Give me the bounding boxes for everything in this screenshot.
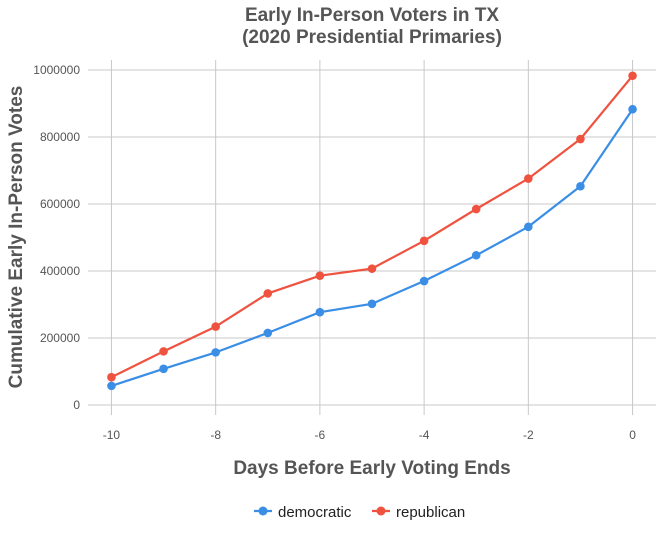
chart-title-line-2: (2020 Presidential Primaries)	[242, 27, 502, 48]
data-point-democratic	[315, 307, 325, 317]
x-tick-label: -6	[315, 428, 326, 442]
chart-title-line-1: Early In-Person Voters in TX	[245, 5, 499, 26]
legend-key-marker	[258, 506, 268, 516]
data-point-republican	[524, 174, 533, 183]
y-axis-title: Cumulative Early In-Person Votes	[6, 86, 27, 389]
data-point-democratic	[524, 222, 533, 232]
data-point-democratic	[471, 250, 481, 260]
y-tick-label: 1000000	[33, 63, 80, 77]
x-tick-label: -10	[103, 428, 121, 442]
data-point-democratic	[159, 364, 168, 374]
legend-label-republican: republican	[396, 504, 465, 521]
x-tick-label: -4	[419, 428, 430, 442]
series-line-democratic	[111, 108, 634, 387]
data-point-democratic	[367, 299, 377, 309]
legend-label-democratic: democratic	[278, 504, 352, 521]
legend: democratic republican	[254, 504, 465, 521]
data-point-republican	[628, 71, 637, 81]
series-line-republican	[110, 75, 634, 379]
y-tick-label: 600000	[40, 197, 80, 211]
data-point-republican	[576, 134, 585, 144]
y-tick-label: 0	[73, 398, 80, 412]
data-point-republican	[471, 204, 481, 214]
data-point-democratic	[107, 381, 116, 391]
data-point-republican	[419, 236, 429, 246]
data-point-democratic	[211, 348, 220, 357]
data-point-republican	[107, 372, 116, 382]
data-point-democratic	[576, 181, 585, 191]
data-point-republican	[159, 347, 168, 356]
x-tick-label: -2	[523, 428, 534, 442]
y-tick-label: 200000	[40, 331, 80, 345]
data-point-republican	[211, 322, 220, 331]
x-tick-label: 0	[629, 428, 636, 442]
data-point-republican	[263, 289, 273, 298]
x-axis-ticks: -10 -8 -6 -4 -2 0	[103, 428, 636, 442]
legend-key-marker	[376, 506, 386, 516]
series-group	[107, 71, 637, 391]
data-point-democratic	[419, 276, 429, 286]
data-point-democratic	[263, 328, 273, 338]
data-point-democratic	[628, 104, 637, 114]
y-tick-label: 800000	[40, 130, 80, 144]
data-point-republican	[367, 264, 377, 273]
x-axis-title: Days Before Early Voting Ends	[233, 458, 510, 479]
x-tick-label: -8	[210, 428, 221, 442]
y-tick-label: 400000	[40, 264, 80, 278]
data-point-republican	[315, 271, 325, 280]
y-axis-ticks: 0 200000 400000 600000 800000 1000000	[33, 63, 80, 412]
grid-lines	[88, 60, 656, 415]
